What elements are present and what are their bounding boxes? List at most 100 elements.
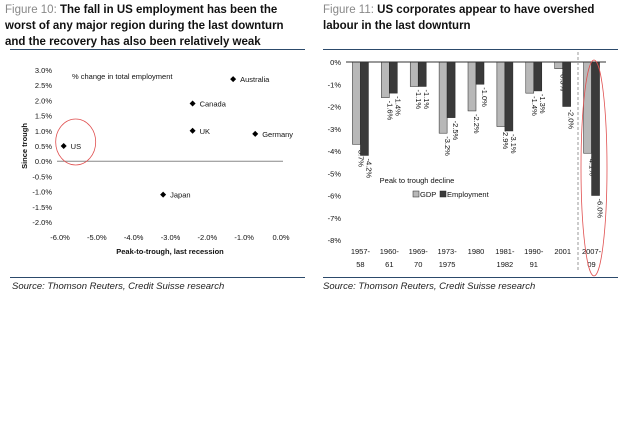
figure-11-source: Source: Thomson Reuters, Credit Suisse r… <box>323 281 536 292</box>
data-label: -2.9% <box>501 130 510 150</box>
figure-11-title: Figure 11: US corporates appear to have … <box>323 2 623 34</box>
source-rule-left <box>10 277 305 278</box>
category-label: 1969- <box>409 247 429 256</box>
y-tick-label: 2.5% <box>35 81 52 90</box>
data-label: -1.0% <box>480 87 489 107</box>
legend-swatch-gdp <box>412 190 420 198</box>
category-label: 1990- <box>524 247 544 256</box>
bar-gdp <box>525 61 535 94</box>
y-tick-label: -1% <box>328 80 342 89</box>
point-label: US <box>71 142 81 151</box>
legend-label: GDP <box>420 190 436 199</box>
data-point-canada <box>189 100 196 107</box>
bar-gdp <box>409 61 419 87</box>
x-tick-label: -5.0% <box>87 233 107 242</box>
source-rule-right <box>323 277 618 278</box>
legend-label: Employment <box>447 190 490 199</box>
y-tick-label: -2% <box>328 103 342 112</box>
data-point-japan <box>160 191 167 198</box>
bar-employment <box>533 61 543 92</box>
figure-11-title-text: US corporates appear to have overshed la… <box>323 4 595 32</box>
y-tick-label: 0.5% <box>35 142 52 151</box>
x-tick-label: -1.0% <box>234 233 254 242</box>
y-tick-label: -2.0% <box>32 218 52 227</box>
y-tick-label: -1.0% <box>32 188 52 197</box>
data-label: -2.5% <box>451 121 460 141</box>
category-label: 1960- <box>380 247 400 256</box>
figure-10-title-text: The fall in US employment has been the w… <box>5 4 284 48</box>
data-label: -1.4% <box>530 96 539 116</box>
y-tick-label: 3.0% <box>35 66 52 75</box>
data-point-us <box>60 143 67 149</box>
annotation: % change in total employment <box>72 72 173 81</box>
bar-gdp <box>554 61 563 69</box>
category-label: 2007- <box>582 247 602 256</box>
y-tick-label: -1.5% <box>32 203 52 212</box>
data-label: -3.1% <box>509 134 518 154</box>
category-label: 91 <box>530 260 538 269</box>
data-point-australia <box>230 76 237 83</box>
data-label: -1.6% <box>385 101 394 121</box>
figure-10-source: Source: Thomson Reuters, Credit Suisse r… <box>12 281 225 292</box>
point-label: Canada <box>200 99 227 108</box>
category-label: 09 <box>587 260 595 269</box>
bar-employment <box>504 61 514 132</box>
point-label: Germany <box>262 130 293 139</box>
y-tick-label: 2.0% <box>35 96 52 105</box>
x-tick-label: -4.0% <box>124 233 144 242</box>
data-label: -1.1% <box>422 89 431 109</box>
category-label: 2001 <box>554 247 571 256</box>
title-rule-right <box>323 49 618 50</box>
x-axis-label: Peak-to-trough, last recession <box>116 247 224 256</box>
category-label: 58 <box>356 260 364 269</box>
data-point-germany <box>252 130 259 137</box>
y-tick-label: -3% <box>328 125 342 134</box>
category-label: 70 <box>414 260 422 269</box>
bar-employment <box>360 61 369 156</box>
category-label: 1980 <box>468 247 485 256</box>
data-label: -3.7% <box>356 147 365 167</box>
figure-10-label: Figure 10: <box>5 4 57 16</box>
category-label: 61 <box>385 260 393 269</box>
category-label: 1981- <box>495 247 515 256</box>
data-label: -1.4% <box>393 96 402 116</box>
x-tick-label: 0.0% <box>272 233 289 242</box>
bar-employment <box>475 61 485 85</box>
y-tick-label: -4% <box>328 147 342 156</box>
data-label: -4.2% <box>364 158 373 178</box>
data-label: -6.0% <box>596 199 605 219</box>
data-label: -1.1% <box>414 89 423 109</box>
data-point-uk <box>189 127 196 134</box>
y-tick-label: 1.5% <box>35 112 52 121</box>
point-label: Japan <box>170 191 190 200</box>
legend-swatch-employment <box>439 190 447 198</box>
y-tick-label: -5% <box>328 169 342 178</box>
category-label: 1973- <box>438 247 458 256</box>
bar-employment <box>446 61 456 118</box>
title-rule-left <box>10 49 305 50</box>
highlight-ellipse <box>580 59 608 277</box>
x-tick-label: -3.0% <box>161 233 181 242</box>
y-tick-label: -0.5% <box>32 172 52 181</box>
y-axis-label: Since trough <box>20 123 29 169</box>
bar-gdp <box>438 61 448 134</box>
point-label: UK <box>200 127 210 136</box>
bar-gdp <box>381 61 390 98</box>
bar-employment <box>417 61 427 87</box>
y-tick-label: -6% <box>328 192 342 201</box>
bar-employment <box>562 61 571 107</box>
annotation: Peak to trough decline <box>380 176 455 185</box>
figure-10-title: Figure 10: The fall in US employment has… <box>5 2 305 50</box>
category-label: 1975 <box>439 260 456 269</box>
y-tick-label: 0.0% <box>35 157 52 166</box>
y-tick-label: 1.0% <box>35 127 52 136</box>
bar-gdp <box>467 61 477 112</box>
data-label: -2.0% <box>567 110 576 130</box>
category-label: 1982 <box>497 260 514 269</box>
x-tick-label: -6.0% <box>50 233 70 242</box>
data-label: -1.3% <box>538 94 547 114</box>
data-label: -3.2% <box>443 136 452 156</box>
x-tick-label: -2.0% <box>198 233 218 242</box>
y-tick-label: -7% <box>328 214 342 223</box>
